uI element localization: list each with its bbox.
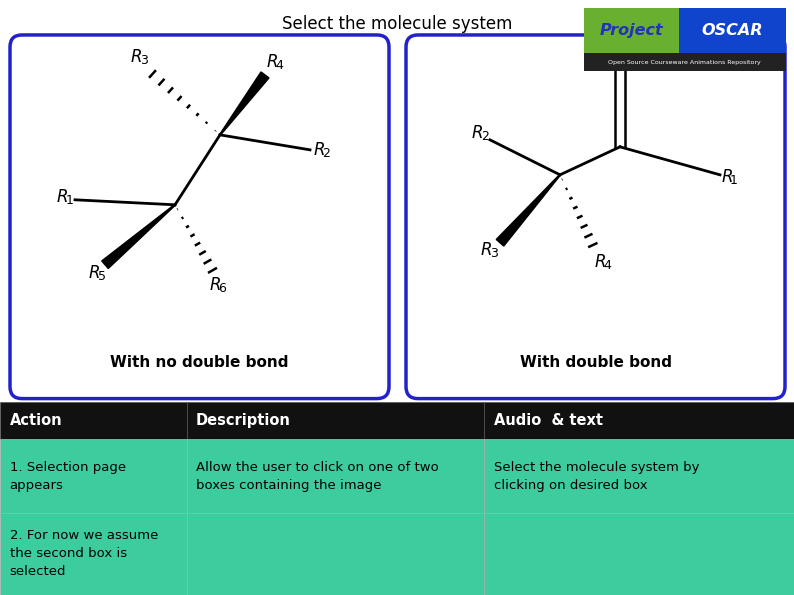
FancyBboxPatch shape: [187, 402, 484, 439]
FancyBboxPatch shape: [584, 8, 679, 53]
Text: 2: 2: [322, 148, 330, 160]
Text: Audio  & text: Audio & text: [494, 413, 603, 428]
FancyBboxPatch shape: [406, 35, 785, 399]
Text: 4: 4: [275, 60, 283, 73]
Text: R: R: [210, 275, 222, 294]
Text: R: R: [88, 264, 100, 281]
Text: Select the molecule system: Select the molecule system: [282, 15, 512, 33]
Text: 5: 5: [98, 270, 106, 283]
Text: R: R: [130, 48, 142, 66]
Text: R: R: [595, 253, 607, 271]
Text: 1: 1: [730, 174, 738, 187]
FancyBboxPatch shape: [187, 513, 484, 595]
FancyBboxPatch shape: [187, 439, 484, 513]
FancyBboxPatch shape: [484, 402, 794, 439]
FancyBboxPatch shape: [10, 35, 389, 399]
Text: R: R: [472, 124, 483, 142]
Text: Open Source Courseware Animations Repository: Open Source Courseware Animations Reposi…: [608, 60, 761, 65]
Text: With double bond: With double bond: [519, 355, 672, 369]
Text: Action: Action: [10, 413, 62, 428]
Text: Description: Description: [196, 413, 291, 428]
FancyBboxPatch shape: [484, 513, 794, 595]
Text: R: R: [267, 53, 279, 71]
FancyBboxPatch shape: [484, 439, 794, 513]
Text: R: R: [480, 241, 492, 259]
FancyBboxPatch shape: [0, 439, 187, 513]
Text: Project: Project: [599, 23, 663, 38]
Text: 6: 6: [218, 282, 225, 295]
FancyBboxPatch shape: [0, 402, 187, 439]
Text: Select the molecule system by
clicking on desired box: Select the molecule system by clicking o…: [494, 461, 700, 491]
Polygon shape: [220, 72, 269, 135]
Text: R: R: [722, 168, 734, 186]
Polygon shape: [496, 174, 561, 246]
Text: 4: 4: [603, 259, 611, 273]
FancyBboxPatch shape: [584, 53, 786, 71]
FancyBboxPatch shape: [0, 513, 187, 595]
Text: 1. Selection page
appears: 1. Selection page appears: [10, 461, 125, 491]
Text: With no double bond: With no double bond: [110, 355, 289, 369]
Text: Allow the user to click on one of two
boxes containing the image: Allow the user to click on one of two bo…: [196, 461, 439, 491]
FancyBboxPatch shape: [679, 8, 786, 53]
Text: 3: 3: [490, 248, 498, 260]
Text: R: R: [56, 188, 68, 206]
Text: 1: 1: [66, 195, 74, 207]
Text: 2: 2: [481, 130, 489, 143]
Polygon shape: [102, 205, 175, 268]
Text: R: R: [314, 141, 326, 159]
Text: 3: 3: [140, 54, 148, 67]
Text: OSCAR: OSCAR: [702, 23, 763, 38]
Text: 2. For now we assume
the second box is
selected: 2. For now we assume the second box is s…: [10, 530, 158, 578]
